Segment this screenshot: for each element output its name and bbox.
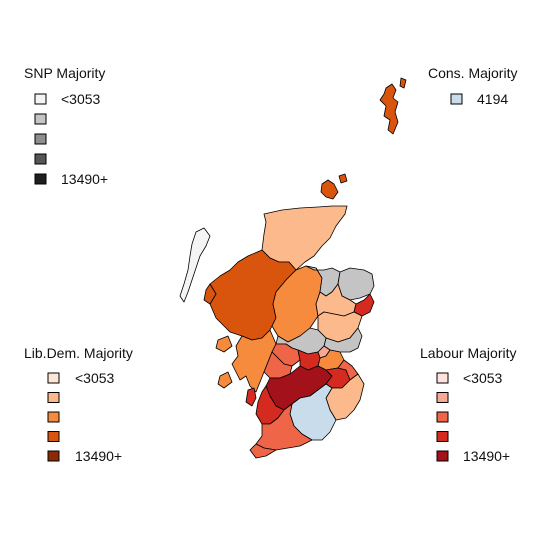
region-orkney-islet[interactable] (338, 173, 348, 184)
legend-libdem-swatch (47, 411, 60, 423)
legend-labour-label: <3053 (463, 370, 503, 386)
legend-libdem: Lib.Dem. Majority <3053 13490+ (24, 345, 133, 464)
legend-cons-keys: 4194 (450, 91, 508, 107)
legend-cons-swatch (450, 93, 463, 105)
region-shetland-islet[interactable] (399, 77, 407, 89)
legend-snp-title: SNP Majority (24, 65, 105, 81)
legend-cons: Cons. Majority 4194 (428, 65, 517, 107)
legend-labour-keys: <3053 13490+ (436, 370, 510, 464)
region-western-isles[interactable] (179, 227, 211, 303)
region-skye[interactable] (203, 283, 217, 305)
legend-libdem-swatch (47, 431, 60, 442)
legend-labour-swatch (436, 450, 449, 462)
legend-libdem-swatch (47, 392, 60, 403)
region-arran[interactable] (245, 387, 257, 407)
legend-snp-swatch (34, 93, 47, 105)
legend-libdem-title: Lib.Dem. Majority (24, 345, 133, 361)
region-orkney[interactable] (320, 179, 339, 200)
legend-snp-keys: <3053 13490+ (34, 91, 108, 187)
legend-labour-swatch (436, 431, 449, 442)
region-argyll-bute[interactable] (231, 329, 277, 393)
legend-labour: Labour Majority <3053 13490+ (420, 345, 517, 464)
region-shetland[interactable] (379, 83, 399, 135)
legend-labour-swatch (436, 411, 449, 423)
map-regions (179, 77, 407, 459)
legend-labour-label: 13490+ (463, 448, 510, 464)
legend-libdem-label: <3053 (75, 370, 115, 386)
legend-libdem-label: 13490+ (75, 448, 122, 464)
legend-snp-swatch (34, 173, 47, 185)
legend-snp: SNP Majority <3053 13490+ (24, 65, 108, 187)
legend-snp-swatch (34, 153, 47, 165)
legend-cons-label: 4194 (477, 91, 508, 107)
legend-labour-swatch (436, 392, 449, 403)
region-islay[interactable] (217, 371, 233, 389)
legend-snp-swatch (34, 113, 47, 125)
legend-libdem-keys: <3053 13490+ (47, 370, 122, 464)
region-galloway-west[interactable] (249, 443, 277, 459)
legend-libdem-swatch (47, 450, 60, 462)
legend-cons-title: Cons. Majority (428, 65, 517, 81)
region-dumfries-galloway[interactable] (255, 403, 313, 451)
legend-labour-title: Labour Majority (420, 345, 517, 361)
legend-snp-label: <3053 (61, 91, 101, 107)
legend-snp-label: 13490+ (61, 171, 108, 187)
region-mull[interactable] (215, 335, 233, 353)
legend-snp-swatch (34, 133, 47, 145)
legend-libdem-swatch (47, 372, 60, 384)
legend-labour-swatch (436, 372, 449, 384)
